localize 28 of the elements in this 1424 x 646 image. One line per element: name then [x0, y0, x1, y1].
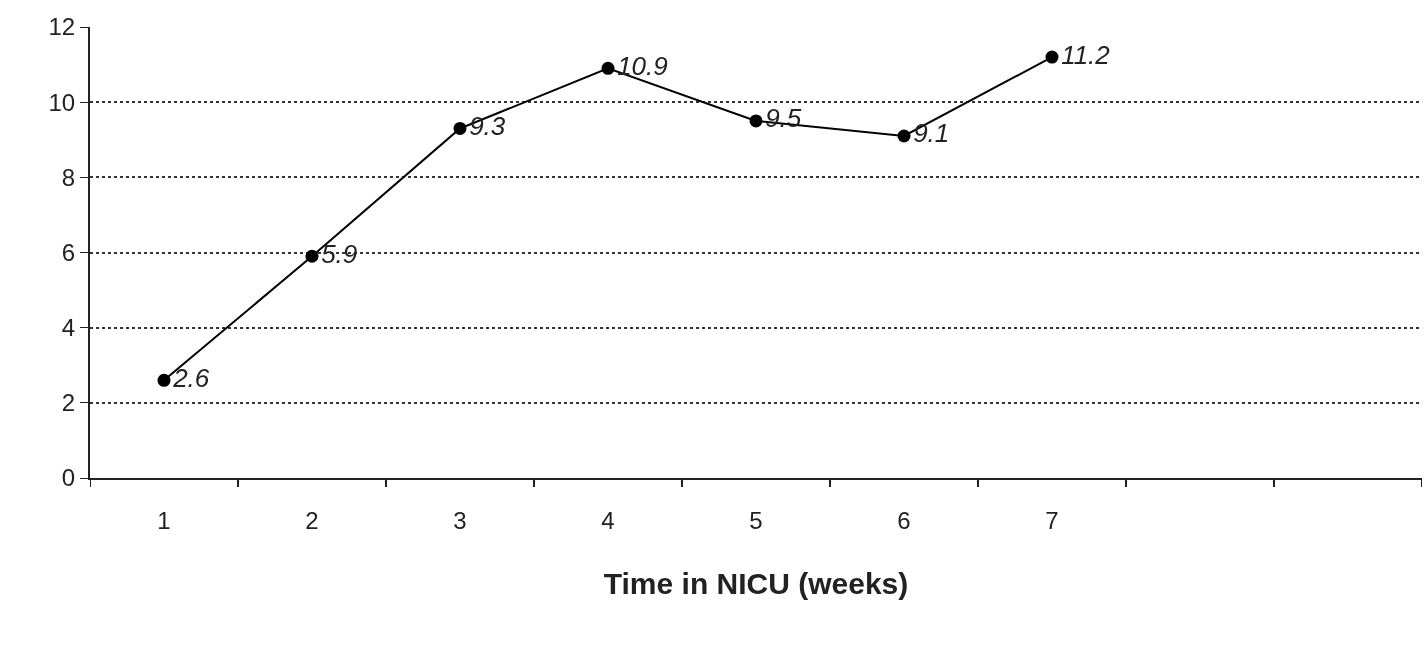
y-tick-label: 8: [61, 163, 76, 191]
x-tick-label: 6: [897, 506, 911, 534]
point: [749, 114, 763, 128]
data-label: 10.9: [617, 50, 668, 81]
data-label: 9.1: [913, 118, 950, 149]
y-tick-label: 6: [61, 238, 76, 266]
data-label: 11.2: [1061, 39, 1111, 70]
y-tick-label: 0: [61, 464, 76, 492]
x-tick-label: 4: [601, 506, 615, 534]
x-tick-label: 7: [1045, 506, 1059, 534]
x-axis-title: Time in NICU (weeks): [603, 566, 909, 600]
y-tick-label: 2: [61, 389, 76, 417]
point: [601, 61, 615, 75]
x-tick-label: 3: [453, 506, 467, 534]
y-tick-label: 12: [48, 13, 76, 41]
point: [157, 373, 171, 387]
data-label: 9.3: [469, 110, 506, 141]
data-label: 2.6: [172, 362, 210, 393]
data-label: 5.9: [321, 238, 358, 269]
x-tick-label: 5: [749, 506, 763, 534]
point: [897, 129, 911, 143]
y-tick-label: 10: [48, 88, 76, 116]
point: [305, 249, 319, 263]
x-tick-label: 2: [305, 506, 319, 534]
x-tick-label: 1: [157, 506, 171, 534]
point: [1045, 50, 1059, 64]
y-tick-label: 4: [61, 314, 76, 342]
point: [453, 121, 467, 135]
